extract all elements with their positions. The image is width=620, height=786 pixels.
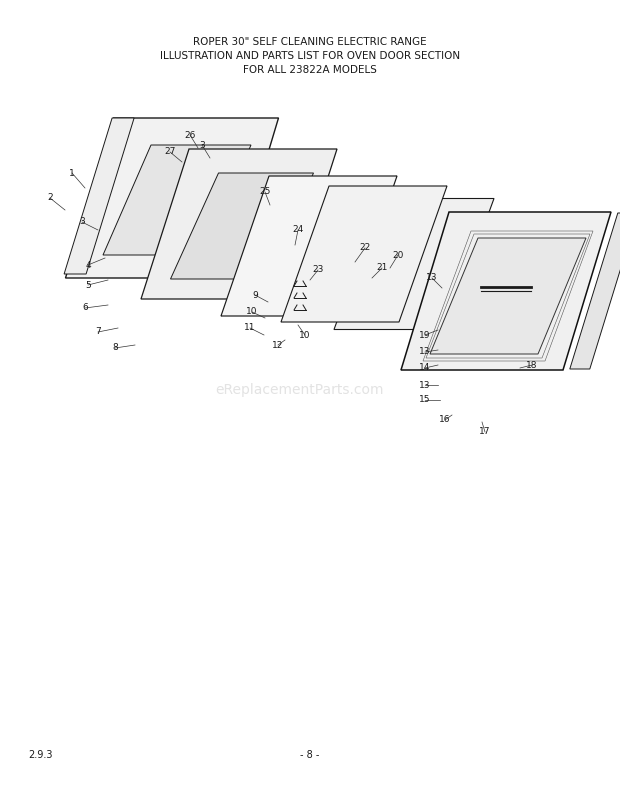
Text: 8: 8 bbox=[112, 343, 118, 352]
Text: 19: 19 bbox=[419, 330, 431, 340]
Text: 20: 20 bbox=[392, 251, 404, 259]
Text: 23: 23 bbox=[312, 266, 324, 274]
Text: 9: 9 bbox=[252, 291, 258, 299]
Text: 25: 25 bbox=[259, 188, 271, 196]
Text: 13: 13 bbox=[419, 347, 431, 357]
Polygon shape bbox=[221, 176, 397, 316]
Text: 18: 18 bbox=[526, 361, 538, 369]
Text: 6: 6 bbox=[82, 303, 88, 313]
Text: 4: 4 bbox=[85, 260, 91, 270]
Polygon shape bbox=[66, 118, 278, 278]
Text: 7: 7 bbox=[95, 328, 101, 336]
Polygon shape bbox=[570, 213, 620, 369]
Text: FOR ALL 23822A MODELS: FOR ALL 23822A MODELS bbox=[243, 65, 377, 75]
Polygon shape bbox=[64, 118, 134, 274]
Text: 12: 12 bbox=[272, 340, 284, 350]
Text: eReplacementParts.com: eReplacementParts.com bbox=[216, 383, 384, 397]
Text: 5: 5 bbox=[85, 281, 91, 289]
Polygon shape bbox=[170, 173, 314, 279]
Polygon shape bbox=[281, 186, 447, 322]
Text: 1: 1 bbox=[69, 168, 75, 178]
Text: 13: 13 bbox=[427, 274, 438, 282]
Text: 24: 24 bbox=[293, 226, 304, 234]
Text: 3: 3 bbox=[199, 141, 205, 149]
Text: ROPER 30" SELF CLEANING ELECTRIC RANGE: ROPER 30" SELF CLEANING ELECTRIC RANGE bbox=[193, 37, 427, 47]
Polygon shape bbox=[141, 149, 337, 299]
Polygon shape bbox=[103, 145, 251, 255]
Text: 3: 3 bbox=[79, 218, 85, 226]
Text: 16: 16 bbox=[439, 416, 451, 424]
Polygon shape bbox=[430, 238, 586, 354]
Text: 11: 11 bbox=[244, 324, 255, 332]
Text: 21: 21 bbox=[376, 263, 388, 273]
Text: 15: 15 bbox=[419, 395, 431, 405]
Text: 2.9.3: 2.9.3 bbox=[28, 750, 53, 760]
Text: ILLUSTRATION AND PARTS LIST FOR OVEN DOOR SECTION: ILLUSTRATION AND PARTS LIST FOR OVEN DOO… bbox=[160, 51, 460, 61]
Text: - 8 -: - 8 - bbox=[300, 750, 320, 760]
Text: 26: 26 bbox=[184, 130, 196, 139]
Polygon shape bbox=[401, 212, 611, 370]
Text: 2: 2 bbox=[47, 193, 53, 203]
Text: 10: 10 bbox=[299, 330, 311, 340]
Text: 22: 22 bbox=[360, 244, 371, 252]
Text: 17: 17 bbox=[479, 428, 491, 436]
Text: 27: 27 bbox=[164, 148, 175, 156]
Text: 14: 14 bbox=[419, 363, 431, 373]
Text: 13: 13 bbox=[419, 380, 431, 390]
Text: 10: 10 bbox=[246, 307, 258, 317]
Polygon shape bbox=[334, 199, 494, 329]
